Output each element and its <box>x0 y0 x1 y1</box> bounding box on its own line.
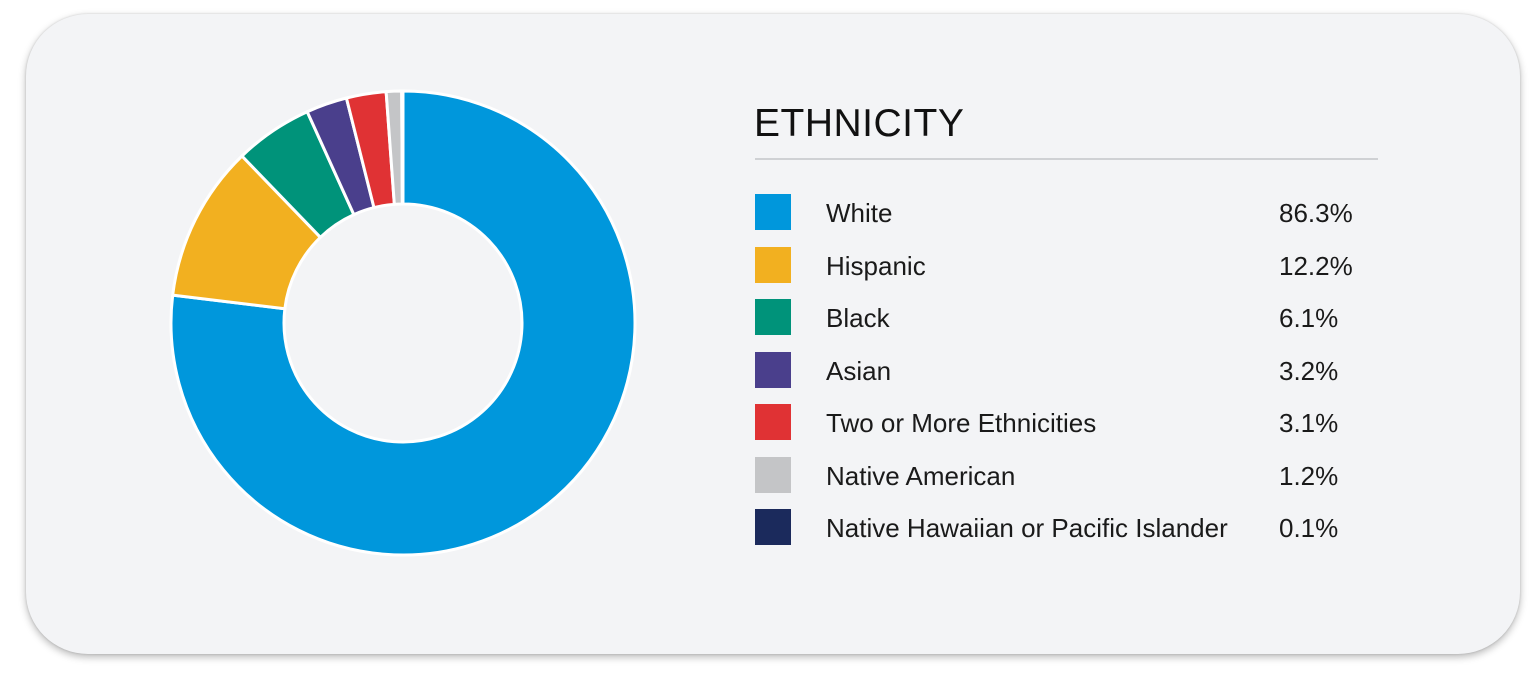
legend-item: Hispanic 12.2% <box>755 246 1395 300</box>
legend-value: 0.1% <box>1279 513 1339 543</box>
legend-label: White <box>826 198 893 228</box>
chart-title: ETHNICITY <box>754 102 965 145</box>
donut-slices <box>169 89 637 557</box>
legend-value: 12.2% <box>1279 250 1353 281</box>
legend-swatch <box>755 299 791 335</box>
legend-swatch <box>755 456 791 493</box>
legend-label: Hispanic <box>826 250 926 281</box>
legend-item: Black 6.1% <box>755 299 1395 352</box>
legend-item: White 86.3% <box>755 194 1395 247</box>
legend-label: Native Hawaiian or Pacific Islander <box>826 513 1228 543</box>
legend-value: 86.3% <box>1279 198 1353 228</box>
legend-value: 6.1% <box>1279 303 1339 333</box>
legend-swatch <box>755 246 791 283</box>
legend-item: Two or More Ethnicities 3.1% <box>755 404 1395 457</box>
legend-value: 3.1% <box>1279 408 1339 438</box>
legend-label: Black <box>826 303 890 333</box>
legend-item: Native Hawaiian or Pacific Islander 0.1% <box>755 509 1395 562</box>
legend-value: 1.2% <box>1279 460 1339 491</box>
legend-label: Native American <box>826 460 1016 491</box>
legend-label: Asian <box>826 355 892 386</box>
legend-item: Asian 3.2% <box>755 351 1395 405</box>
title-divider <box>755 158 1378 160</box>
legend-swatch <box>755 509 791 545</box>
donut-slice <box>169 89 637 557</box>
legend-value: 3.2% <box>1279 355 1339 386</box>
legend-label: Two or More Ethnicities <box>826 408 1097 438</box>
donut-slice <box>400 89 405 206</box>
legend-item: Native American 1.2% <box>755 456 1395 510</box>
legend: White 86.3% Hispanic 12.2% Black 6.1% Asian 3.2… <box>755 194 1395 562</box>
legend-swatch <box>755 404 791 440</box>
legend-swatch <box>755 351 791 388</box>
legend-swatch <box>755 194 791 230</box>
